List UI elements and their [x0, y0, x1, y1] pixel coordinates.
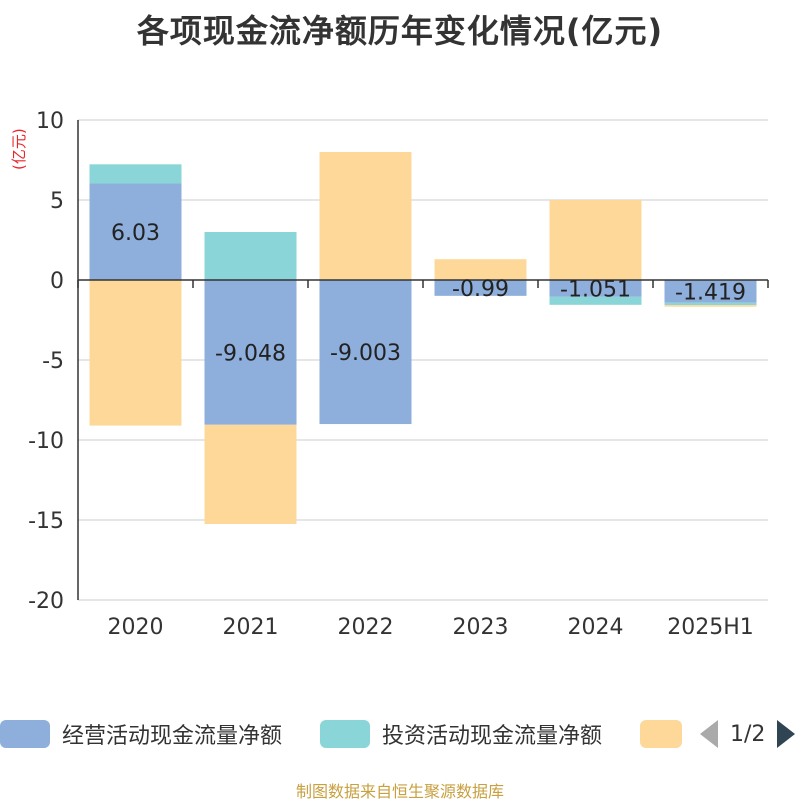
legend: 经营活动现金流量净额 投资活动现金流量净额	[0, 716, 800, 756]
data-label: -1.419	[675, 280, 746, 305]
bar-segment-series-1	[204, 232, 297, 280]
bar-segment-series-1	[549, 296, 642, 305]
x-tick-label: 2025H1	[667, 615, 754, 640]
legend-item-investing[interactable]: 投资活动现金流量净额	[320, 716, 602, 752]
data-label: -1.051	[560, 277, 631, 302]
bar-segment-series-0	[319, 280, 412, 425]
x-tick-label: 2023	[453, 615, 509, 640]
legend-swatch-third	[640, 720, 682, 748]
y-tick-label: -15	[28, 509, 64, 534]
bar-segment-series-2	[664, 305, 757, 307]
bar-segment-series-0	[664, 280, 757, 303]
x-tick-label: 2022	[338, 615, 394, 640]
bar-segment-series-2	[319, 152, 412, 280]
legend-item-third[interactable]	[640, 716, 682, 752]
x-tick-label: 2021	[223, 615, 279, 640]
legend-pager: 1/2	[700, 718, 796, 750]
next-page-icon[interactable]	[777, 720, 796, 748]
stacked-bar-chart: 10 5 0 -5 -10 -15 -20 2020 2021 2022 2023 2024 2025H…	[28, 109, 769, 640]
y-tick-label: -5	[42, 349, 64, 374]
data-label: -9.048	[215, 341, 286, 366]
data-label: -0.99	[452, 277, 509, 302]
bar-segment-series-2	[549, 200, 642, 280]
legend-label-operating: 经营活动现金流量净额	[62, 724, 283, 749]
bar-segment-series-0	[434, 280, 527, 296]
data-source-note: 制图数据来自恒生聚源数据库	[295, 782, 504, 801]
legend-swatch-investing	[320, 720, 370, 748]
bar-segment-series-2	[89, 280, 182, 426]
y-tick-label: -20	[28, 589, 64, 614]
y-tick-label: 0	[50, 269, 64, 294]
bar-segment-series-0	[89, 183, 182, 280]
bar-segment-series-2	[204, 424, 297, 524]
chart-title: 各项现金流净额历年变化情况(亿元)	[136, 12, 664, 50]
x-tick-label: 2024	[568, 615, 624, 640]
legend-label-investing: 投资活动现金流量净额	[382, 724, 603, 749]
x-tick-label: 2020	[108, 615, 164, 640]
bar-segment-series-0	[549, 280, 642, 297]
legend-item-operating[interactable]: 经营活动现金流量净额	[0, 716, 282, 752]
legend-swatch-operating	[0, 720, 50, 748]
previous-page-icon[interactable]	[700, 720, 718, 748]
bar-segment-series-0	[204, 280, 297, 425]
data-label: 6.03	[111, 221, 160, 246]
y-tick-label: 5	[50, 189, 64, 214]
bar-segment-series-2	[434, 259, 527, 280]
data-label: -9.003	[330, 341, 401, 366]
page-indicator: 1/2	[730, 721, 766, 747]
y-tick-label: 10	[36, 109, 64, 134]
y-tick-label: -10	[28, 429, 64, 454]
bar-segment-series-1	[664, 302, 757, 306]
bar-segment-series-1	[89, 164, 182, 184]
